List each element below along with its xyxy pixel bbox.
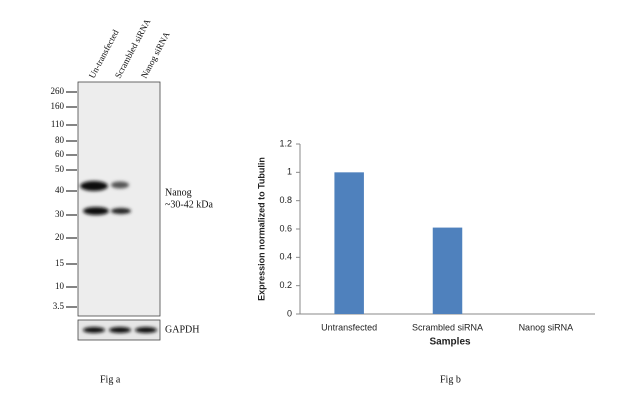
x-tick-label: Nanog siRNA bbox=[519, 322, 574, 332]
x-axis-title: Samples bbox=[429, 337, 471, 348]
marker-label: 60 bbox=[55, 149, 65, 159]
blot-bands bbox=[80, 181, 131, 215]
y-tick-label: 1.2 bbox=[279, 138, 292, 148]
y-tick-label: 0.4 bbox=[279, 252, 292, 262]
x-tick-label: Untransfected bbox=[321, 322, 377, 332]
x-tick-label: Scrambled siRNA bbox=[412, 322, 483, 332]
y-axis-title: Expression normalized to Tubulin bbox=[256, 157, 266, 301]
marker-label: 3.5 bbox=[53, 301, 65, 311]
y-tick-label: 0.6 bbox=[279, 223, 292, 233]
marker-label: 260 bbox=[51, 86, 65, 96]
loading-control: GAPDH bbox=[165, 324, 199, 335]
marker-label: 50 bbox=[55, 164, 65, 174]
y-tick-label: 0.2 bbox=[279, 280, 292, 290]
band-label: Nanog bbox=[165, 187, 192, 198]
marker-label: 110 bbox=[51, 119, 65, 129]
marker-label: 20 bbox=[55, 232, 65, 242]
bar bbox=[432, 227, 463, 314]
y-tick-label: 0.8 bbox=[279, 195, 292, 205]
marker-label: 15 bbox=[55, 258, 65, 268]
blot-membrane bbox=[77, 81, 161, 317]
band-size: ~30-42 kDa bbox=[165, 199, 213, 210]
bar bbox=[334, 172, 364, 314]
marker-label: 40 bbox=[55, 185, 65, 195]
caption: Fig a bbox=[100, 374, 121, 385]
y-tick-label: 0 bbox=[287, 308, 292, 318]
y-tick-label: 1 bbox=[287, 167, 292, 177]
caption: Fig b bbox=[440, 374, 461, 385]
gapdh-bands bbox=[83, 327, 157, 333]
marker-label: 10 bbox=[55, 281, 65, 291]
marker-label: 30 bbox=[55, 209, 65, 219]
marker-label: 80 bbox=[55, 135, 65, 145]
marker-label: 160 bbox=[51, 101, 65, 111]
